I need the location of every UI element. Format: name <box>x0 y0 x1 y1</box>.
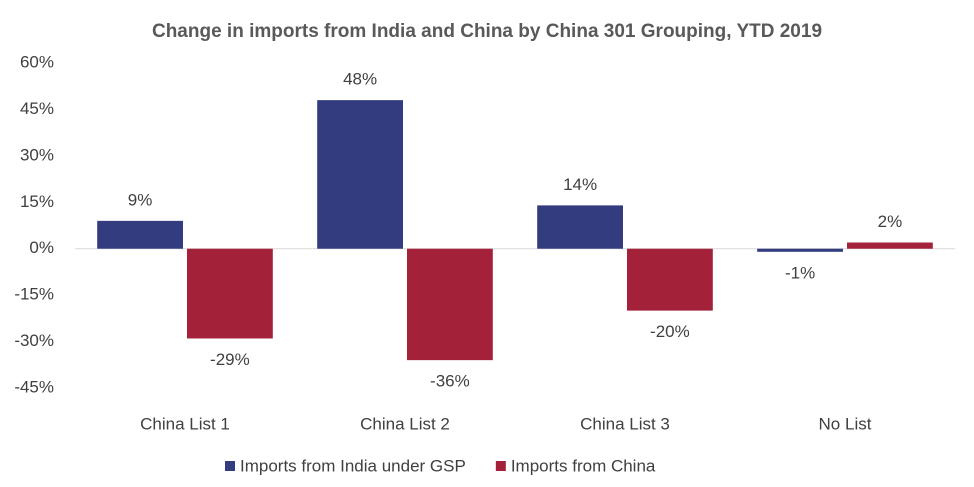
bar <box>537 205 623 249</box>
data-label: -1% <box>785 263 815 282</box>
y-tick-label: 45% <box>20 99 54 118</box>
data-label: 14% <box>563 175 597 194</box>
data-label: 48% <box>343 70 377 89</box>
data-label: 9% <box>128 190 153 209</box>
bar <box>757 248 843 252</box>
bar <box>627 248 713 311</box>
y-tick-label: -45% <box>14 377 54 396</box>
legend-label: Imports from China <box>511 456 656 475</box>
bar <box>187 248 273 339</box>
bar <box>407 248 493 361</box>
data-label: -20% <box>650 322 690 341</box>
data-label: 2% <box>878 212 903 231</box>
x-tick-label: China List 1 <box>140 414 230 433</box>
legend-label: Imports from India under GSP <box>240 456 466 475</box>
legend-swatch <box>225 461 235 471</box>
bar <box>847 242 933 249</box>
bar <box>317 100 403 249</box>
x-tick-label: No List <box>819 414 872 433</box>
legend-swatch <box>495 461 506 471</box>
x-tick-label: China List 2 <box>360 414 450 433</box>
y-tick-label: 15% <box>20 192 54 211</box>
x-tick-label: China List 3 <box>580 414 670 433</box>
y-tick-label: -15% <box>14 285 54 304</box>
y-tick-label: 60% <box>20 52 54 71</box>
y-tick-label: 0% <box>29 238 54 257</box>
y-tick-label: 30% <box>20 145 54 164</box>
bar <box>97 220 183 249</box>
data-label: -36% <box>430 372 470 391</box>
y-tick-label: -30% <box>14 331 54 350</box>
data-label: -29% <box>210 350 250 369</box>
chart-title: Change in imports from India and China b… <box>152 21 822 42</box>
